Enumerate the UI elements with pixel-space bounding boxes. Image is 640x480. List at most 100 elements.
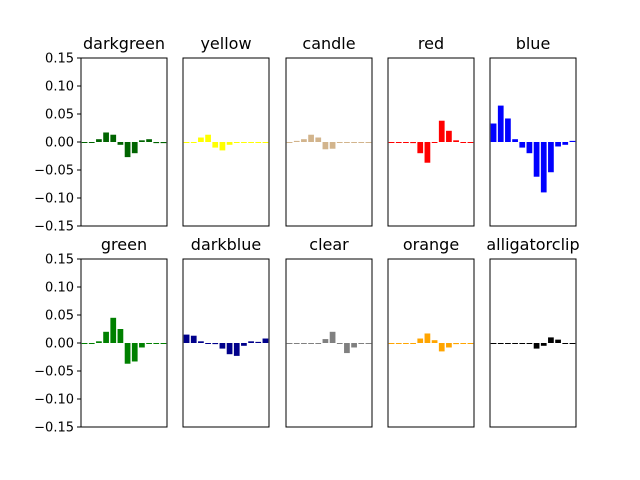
bar xyxy=(96,139,102,142)
bar xyxy=(212,142,219,148)
bar xyxy=(226,142,233,145)
bar xyxy=(569,343,576,344)
bar xyxy=(262,338,269,343)
bar xyxy=(110,317,117,343)
bar xyxy=(205,134,211,142)
bar xyxy=(388,142,395,143)
bar xyxy=(540,343,547,346)
bar xyxy=(160,142,167,144)
bar xyxy=(358,343,365,344)
bar xyxy=(410,142,416,144)
bar xyxy=(453,343,459,345)
bar xyxy=(286,343,293,344)
bar xyxy=(241,343,247,346)
bar xyxy=(219,343,226,349)
axes-frame xyxy=(489,258,577,428)
axes-frame xyxy=(182,57,270,227)
bar xyxy=(190,335,197,343)
bar xyxy=(131,142,138,154)
bar xyxy=(117,142,124,145)
bar xyxy=(233,142,240,143)
bar xyxy=(117,329,124,343)
bar xyxy=(183,334,190,343)
bar xyxy=(183,142,190,143)
y-tick-label: 0.10 xyxy=(45,281,74,296)
bar xyxy=(467,142,474,143)
bar xyxy=(103,132,109,142)
bar xyxy=(519,343,526,344)
bar xyxy=(190,142,197,143)
bar xyxy=(526,343,533,344)
bar xyxy=(301,343,307,344)
bar xyxy=(329,331,336,343)
bar xyxy=(198,341,204,343)
bar xyxy=(81,142,88,143)
axes-frame xyxy=(285,57,373,227)
bar xyxy=(562,343,569,344)
bar xyxy=(88,343,95,344)
bar xyxy=(146,343,152,344)
bar xyxy=(533,343,540,349)
bar xyxy=(548,142,554,173)
bar xyxy=(512,343,518,344)
bar xyxy=(351,343,357,348)
bar xyxy=(248,142,254,143)
bar xyxy=(301,139,307,142)
y-tick-label: 0.00 xyxy=(45,337,74,352)
y-tick-label: 0.05 xyxy=(45,108,74,123)
bar xyxy=(336,343,343,344)
bar xyxy=(395,142,402,143)
bar xyxy=(308,343,314,344)
bar xyxy=(88,142,95,143)
bar xyxy=(131,343,138,362)
bar xyxy=(255,142,262,143)
bar xyxy=(555,142,561,147)
bar xyxy=(512,139,518,142)
bar xyxy=(403,343,409,344)
y-tick-label: −0.10 xyxy=(34,393,74,408)
bar xyxy=(262,142,269,143)
axes-frame xyxy=(182,258,270,428)
bar xyxy=(286,142,293,143)
y-tick-label: −0.10 xyxy=(34,192,74,207)
bar xyxy=(446,130,452,142)
bar xyxy=(226,343,233,355)
bar xyxy=(569,140,576,142)
bar xyxy=(497,105,504,142)
bar xyxy=(431,340,438,343)
bar xyxy=(146,139,152,142)
bar xyxy=(322,142,329,150)
panel-title: clear xyxy=(309,235,349,254)
bar xyxy=(540,142,547,193)
bar xyxy=(526,142,533,154)
bar xyxy=(460,142,467,143)
y-tick-label: −0.05 xyxy=(34,365,74,380)
bar xyxy=(139,140,145,142)
bar xyxy=(219,142,226,151)
bar xyxy=(81,343,88,344)
bar xyxy=(358,142,365,143)
y-tick-label: −0.05 xyxy=(34,164,74,179)
y-tick-label: 0.10 xyxy=(45,80,74,95)
bar xyxy=(153,142,160,144)
bar xyxy=(519,142,526,148)
bar xyxy=(388,343,395,344)
bar xyxy=(365,142,372,143)
bar xyxy=(293,140,300,142)
bar xyxy=(490,343,497,344)
bar xyxy=(308,134,314,142)
bar xyxy=(255,341,262,343)
bar xyxy=(424,142,431,163)
panel-title: yellow xyxy=(200,34,251,53)
bar xyxy=(505,118,511,142)
bar xyxy=(139,343,145,348)
bar xyxy=(403,142,409,143)
bar xyxy=(110,134,117,142)
panel-title: candle xyxy=(302,34,355,53)
bar xyxy=(344,142,350,143)
bar xyxy=(548,337,554,343)
bar xyxy=(315,343,322,344)
bar xyxy=(212,343,219,345)
panel-title: orange xyxy=(403,235,459,254)
